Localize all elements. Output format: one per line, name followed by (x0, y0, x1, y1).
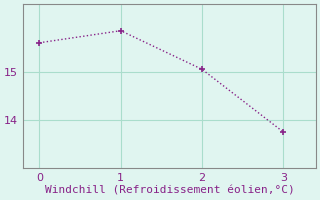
X-axis label: Windchill (Refroidissement éolien,°C): Windchill (Refroidissement éolien,°C) (44, 186, 294, 196)
